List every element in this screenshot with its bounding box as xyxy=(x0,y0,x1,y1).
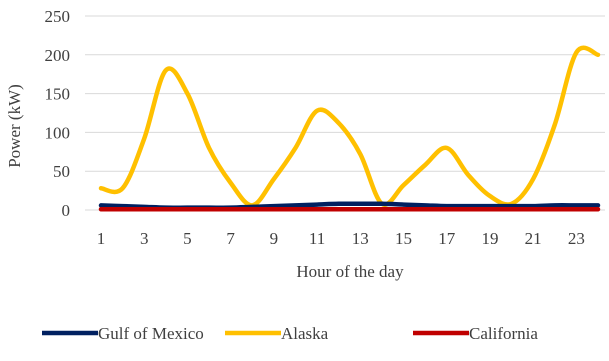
y-tick-label: 0 xyxy=(62,201,71,220)
legend-label: California xyxy=(469,324,538,343)
legend-label: Gulf of Mexico xyxy=(98,324,204,343)
y-axis-label: Power (kW) xyxy=(5,84,24,168)
x-tick-label: 23 xyxy=(568,229,585,248)
legend-item-gulf-of-mexico: Gulf of Mexico xyxy=(42,324,204,343)
x-tick-label: 15 xyxy=(395,229,412,248)
x-tick-label: 3 xyxy=(140,229,149,248)
legend: Gulf of Mexico Alaska California xyxy=(42,324,538,343)
y-tick-label: 50 xyxy=(53,162,70,181)
x-tick-label: 13 xyxy=(352,229,369,248)
x-tick-label: 17 xyxy=(438,229,456,248)
x-tick-label: 9 xyxy=(270,229,279,248)
x-tick-label: 1 xyxy=(97,229,106,248)
y-tick-label: 100 xyxy=(45,123,71,142)
y-tick-label: 150 xyxy=(45,85,71,104)
x-tick-label: 19 xyxy=(481,229,498,248)
y-tick-label: 250 xyxy=(45,7,71,26)
y-tick-label: 200 xyxy=(45,46,71,65)
x-tick-label: 5 xyxy=(183,229,192,248)
series-line-alaska xyxy=(98,45,601,208)
x-axis-ticks: 1 3 5 7 9 11 13 15 17 19 21 23 xyxy=(97,229,585,248)
x-tick-label: 21 xyxy=(525,229,542,248)
x-tick-label: 7 xyxy=(226,229,235,248)
legend-label: Alaska xyxy=(281,324,329,343)
x-axis-label: Hour of the day xyxy=(296,262,404,281)
legend-item-alaska: Alaska xyxy=(225,324,329,343)
x-tick-label: 11 xyxy=(309,229,325,248)
series-lines xyxy=(98,45,601,212)
legend-item-california: California xyxy=(413,324,538,343)
gridlines xyxy=(85,15,605,211)
y-axis-ticks: 0 50 100 150 200 250 xyxy=(45,7,71,220)
